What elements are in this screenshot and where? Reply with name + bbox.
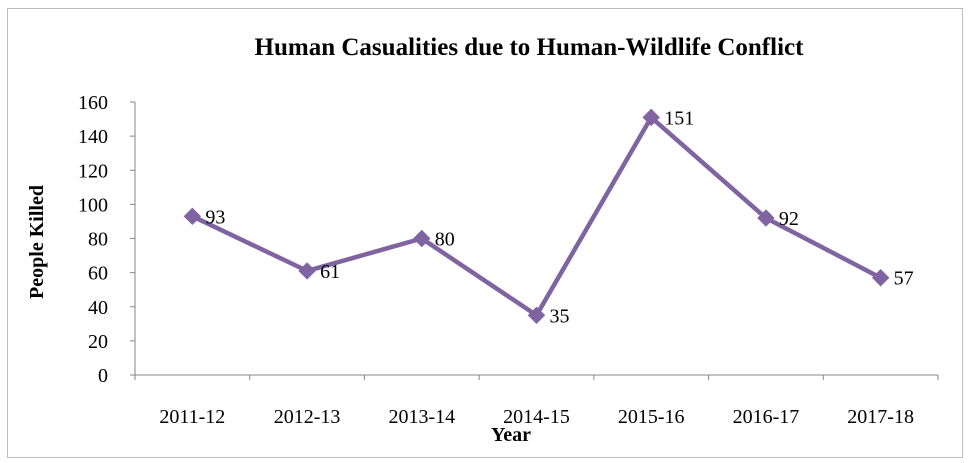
data-label: 151 bbox=[664, 107, 694, 129]
x-tick-labels: 2011-12 2012-13 2013-14 2014-15 2015-16 2016-… bbox=[159, 406, 914, 428]
data-label: 57 bbox=[894, 268, 914, 290]
y-tick-label: 100 bbox=[78, 194, 108, 216]
x-tick-label: 2013-14 bbox=[388, 406, 455, 428]
y-tick-labels: 0 20 40 60 80 100 120 140 160 bbox=[78, 92, 108, 387]
data-point-marker bbox=[527, 306, 546, 324]
data-point-marker bbox=[871, 269, 890, 287]
x-tick-label: 2016-17 bbox=[733, 406, 800, 428]
series-line bbox=[190, 115, 883, 318]
y-axis-title: People Killed bbox=[26, 185, 48, 299]
data-label: 80 bbox=[435, 229, 455, 251]
y-tick-label: 40 bbox=[88, 297, 108, 319]
x-tick-label: 2012-13 bbox=[274, 406, 341, 428]
series-markers bbox=[183, 108, 890, 324]
data-label: 92 bbox=[779, 208, 799, 230]
y-tick-label: 120 bbox=[78, 160, 108, 182]
data-label: 61 bbox=[320, 261, 340, 283]
data-labels: 93 61 80 35 151 92 57 bbox=[205, 107, 913, 327]
x-tick-label: 2015-16 bbox=[618, 406, 685, 428]
data-label: 35 bbox=[550, 305, 570, 327]
data-point-marker bbox=[757, 209, 775, 227]
y-tick-label: 60 bbox=[88, 263, 108, 285]
chart-frame bbox=[7, 8, 963, 458]
data-point-marker bbox=[298, 262, 316, 280]
series-line-path bbox=[190, 115, 883, 318]
y-tick-label: 80 bbox=[88, 229, 108, 251]
x-tick-label: 2014-15 bbox=[503, 406, 570, 428]
chart-title: Human Casualities due to Human-Wildlife … bbox=[255, 34, 805, 61]
axes bbox=[130, 101, 939, 380]
data-label: 93 bbox=[205, 206, 225, 228]
y-tick-label: 20 bbox=[88, 331, 108, 353]
x-tick-label: 2017-18 bbox=[847, 406, 914, 428]
y-tick-label: 140 bbox=[78, 126, 108, 148]
x-axis-title: Year bbox=[491, 424, 531, 446]
x-tick-label: 2011-12 bbox=[159, 406, 225, 428]
y-tick-label: 0 bbox=[98, 365, 108, 387]
data-point-marker bbox=[183, 207, 202, 226]
data-point-marker bbox=[642, 108, 660, 127]
data-point-marker bbox=[413, 229, 431, 248]
y-tick-label: 160 bbox=[78, 92, 108, 114]
